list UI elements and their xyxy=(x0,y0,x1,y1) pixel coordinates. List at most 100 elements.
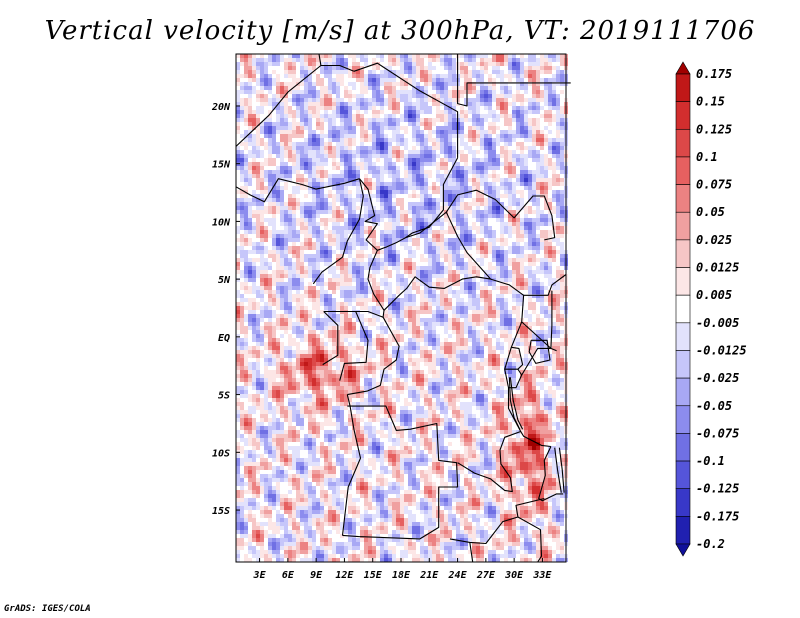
field-cell xyxy=(256,342,260,346)
field-cell xyxy=(480,138,484,142)
field-cell xyxy=(260,70,264,74)
field-cell xyxy=(248,114,252,118)
field-cell xyxy=(368,186,372,190)
field-cell xyxy=(464,206,468,210)
field-cell xyxy=(484,218,488,222)
field-cell xyxy=(240,150,244,154)
field-cell xyxy=(540,170,544,174)
field-cell xyxy=(520,122,524,126)
field-cell xyxy=(364,282,368,286)
field-cell xyxy=(508,250,512,254)
field-cell xyxy=(476,230,480,234)
field-cell xyxy=(376,138,380,142)
field-cell xyxy=(264,282,268,286)
field-cell xyxy=(324,298,328,302)
field-cell xyxy=(320,174,324,178)
field-cell xyxy=(316,338,320,342)
field-cell xyxy=(520,110,524,114)
field-cell xyxy=(480,58,484,62)
field-cell xyxy=(364,302,368,306)
field-cell xyxy=(444,102,448,106)
field-cell xyxy=(476,90,480,94)
field-cell xyxy=(528,242,532,246)
field-cell xyxy=(424,238,428,242)
field-cell xyxy=(540,282,544,286)
field-cell xyxy=(492,310,496,314)
field-cell xyxy=(380,298,384,302)
field-cell xyxy=(484,222,488,226)
field-cell xyxy=(552,310,556,314)
field-cell xyxy=(272,210,276,214)
field-cell xyxy=(540,334,544,338)
field-cell xyxy=(556,214,560,218)
field-cell xyxy=(328,258,332,262)
field-cell xyxy=(292,234,296,238)
field-cell xyxy=(344,110,348,114)
field-cell xyxy=(512,222,516,226)
field-cell xyxy=(256,334,260,338)
field-cell xyxy=(372,298,376,302)
field-cell xyxy=(292,158,296,162)
field-cell xyxy=(352,198,356,202)
field-cell xyxy=(544,82,548,86)
field-cell xyxy=(340,110,344,114)
field-cell xyxy=(272,226,276,230)
field-cell xyxy=(304,146,308,150)
field-cell xyxy=(272,150,276,154)
field-cell xyxy=(296,102,300,106)
field-cell xyxy=(332,338,336,342)
field-cell xyxy=(368,86,372,90)
field-cell xyxy=(436,146,440,150)
field-cell xyxy=(320,222,324,226)
field-cell xyxy=(284,302,288,306)
field-cell xyxy=(404,62,408,66)
field-cell xyxy=(400,278,404,282)
field-cell xyxy=(236,118,240,122)
field-cell xyxy=(248,266,252,270)
field-cell xyxy=(532,310,536,314)
field-cell xyxy=(384,170,388,174)
field-cell xyxy=(372,230,376,234)
field-cell xyxy=(332,82,336,86)
field-cell xyxy=(308,66,312,70)
field-cell xyxy=(476,122,480,126)
field-cell xyxy=(372,286,376,290)
field-cell xyxy=(500,242,504,246)
field-cell xyxy=(284,326,288,330)
field-cell xyxy=(464,306,468,310)
field-cell xyxy=(428,210,432,214)
field-cell xyxy=(416,58,420,62)
field-cell xyxy=(500,254,504,258)
field-cell xyxy=(360,338,364,342)
field-cell xyxy=(440,134,444,138)
field-cell xyxy=(508,246,512,250)
field-cell xyxy=(528,234,532,238)
field-cell xyxy=(428,98,432,102)
field-cell xyxy=(452,142,456,146)
field-cell xyxy=(268,198,272,202)
field-cell xyxy=(332,194,336,198)
field-cell xyxy=(304,122,308,126)
field-cell xyxy=(324,206,328,210)
field-cell xyxy=(500,286,504,290)
field-cell xyxy=(296,154,300,158)
field-cell xyxy=(532,106,536,110)
field-cell xyxy=(368,182,372,186)
field-cell xyxy=(332,62,336,66)
field-cell xyxy=(292,338,296,342)
field-cell xyxy=(368,334,372,338)
field-cell xyxy=(324,218,328,222)
field-cell xyxy=(556,238,560,242)
field-cell xyxy=(336,274,340,278)
field-cell xyxy=(272,206,276,210)
field-cell xyxy=(332,186,336,190)
field-cell xyxy=(476,210,480,214)
field-cell xyxy=(332,130,336,134)
field-cell xyxy=(512,258,516,262)
field-cell xyxy=(420,318,424,322)
field-cell xyxy=(300,94,304,98)
field-cell xyxy=(332,90,336,94)
field-cell xyxy=(444,74,448,78)
field-cell xyxy=(444,170,448,174)
field-cell xyxy=(476,110,480,114)
